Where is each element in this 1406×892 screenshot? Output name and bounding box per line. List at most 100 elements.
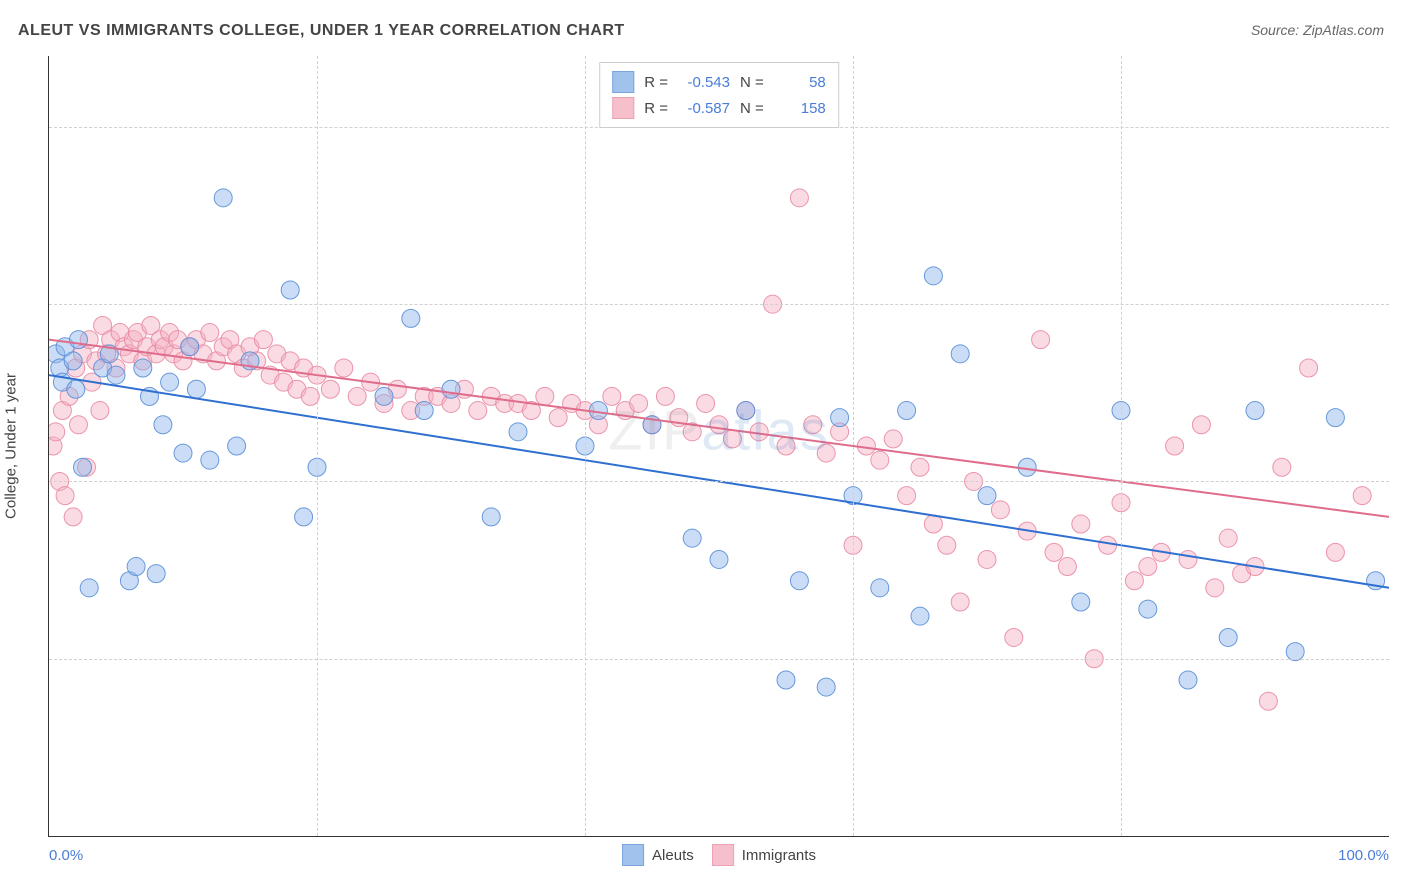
data-point bbox=[978, 550, 996, 568]
data-point bbox=[978, 487, 996, 505]
chart-area: ZIPatlas R = -0.543 N = 58 R = -0.587 N … bbox=[48, 56, 1388, 836]
stats-legend: R = -0.543 N = 58 R = -0.587 N = 158 bbox=[599, 62, 839, 128]
data-point bbox=[1125, 572, 1143, 590]
data-point bbox=[737, 402, 755, 420]
legend-label-immigrants: Immigrants bbox=[742, 847, 816, 864]
data-point bbox=[69, 331, 87, 349]
data-point bbox=[402, 309, 420, 327]
data-point bbox=[710, 416, 728, 434]
data-point bbox=[603, 387, 621, 405]
data-point bbox=[898, 487, 916, 505]
data-point bbox=[710, 550, 728, 568]
scatter-svg bbox=[49, 56, 1389, 836]
grid-line bbox=[49, 304, 1389, 305]
immigrants-n-value: 158 bbox=[774, 100, 826, 117]
data-point bbox=[777, 437, 795, 455]
data-point bbox=[1139, 600, 1157, 618]
data-point bbox=[281, 281, 299, 299]
data-point bbox=[1058, 558, 1076, 576]
data-point bbox=[1300, 359, 1318, 377]
data-point bbox=[64, 508, 82, 526]
immigrants-swatch-icon bbox=[712, 844, 734, 866]
data-point bbox=[201, 451, 219, 469]
data-point bbox=[1219, 529, 1237, 547]
data-point bbox=[1219, 628, 1237, 646]
data-point bbox=[898, 402, 916, 420]
grid-line bbox=[853, 56, 854, 836]
x-tick-label: 0.0% bbox=[49, 847, 83, 864]
stats-row-immigrants: R = -0.587 N = 158 bbox=[612, 95, 826, 121]
data-point bbox=[56, 487, 74, 505]
data-point bbox=[1273, 458, 1291, 476]
series-legend: Aleuts Immigrants bbox=[622, 844, 816, 866]
data-point bbox=[469, 402, 487, 420]
chart-title: ALEUT VS IMMIGRANTS COLLEGE, UNDER 1 YEA… bbox=[18, 22, 625, 40]
data-point bbox=[74, 458, 92, 476]
data-point bbox=[1032, 331, 1050, 349]
data-point bbox=[951, 593, 969, 611]
grid-line bbox=[49, 659, 1389, 660]
data-point bbox=[924, 267, 942, 285]
data-point bbox=[1072, 515, 1090, 533]
legend-item-aleuts: Aleuts bbox=[622, 844, 694, 866]
legend-label-aleuts: Aleuts bbox=[652, 847, 694, 864]
r-label: R = bbox=[644, 74, 668, 91]
data-point bbox=[181, 338, 199, 356]
data-point bbox=[254, 331, 272, 349]
data-point bbox=[777, 671, 795, 689]
grid-line bbox=[49, 481, 1389, 482]
data-point bbox=[1179, 550, 1197, 568]
x-tick-label: 100.0% bbox=[1338, 847, 1389, 864]
data-point bbox=[1072, 593, 1090, 611]
data-point bbox=[549, 409, 567, 427]
data-point bbox=[790, 189, 808, 207]
data-point bbox=[804, 416, 822, 434]
data-point bbox=[817, 444, 835, 462]
data-point bbox=[924, 515, 942, 533]
data-point bbox=[1353, 487, 1371, 505]
aleuts-n-value: 58 bbox=[774, 74, 826, 91]
data-point bbox=[442, 380, 460, 398]
data-point bbox=[951, 345, 969, 363]
data-point bbox=[938, 536, 956, 554]
data-point bbox=[831, 409, 849, 427]
grid-line bbox=[317, 56, 318, 836]
data-point bbox=[1166, 437, 1184, 455]
data-point bbox=[509, 423, 527, 441]
data-point bbox=[174, 444, 192, 462]
data-point bbox=[67, 380, 85, 398]
data-point bbox=[911, 458, 929, 476]
data-point bbox=[375, 387, 393, 405]
trend-line bbox=[49, 340, 1389, 517]
data-point bbox=[107, 366, 125, 384]
data-point bbox=[127, 558, 145, 576]
source-attribution: Source: ZipAtlas.com bbox=[1251, 22, 1384, 38]
data-point bbox=[482, 508, 500, 526]
data-point bbox=[697, 394, 715, 412]
data-point bbox=[871, 451, 889, 469]
data-point bbox=[187, 380, 205, 398]
data-point bbox=[1192, 416, 1210, 434]
data-point bbox=[295, 508, 313, 526]
data-point bbox=[1326, 409, 1344, 427]
data-point bbox=[69, 416, 87, 434]
data-point bbox=[536, 387, 554, 405]
y-axis-label: College, Under 1 year bbox=[3, 373, 20, 519]
data-point bbox=[630, 394, 648, 412]
data-point bbox=[656, 387, 674, 405]
data-point bbox=[64, 352, 82, 370]
y-tick-label: 100.0% bbox=[1399, 118, 1406, 135]
data-point bbox=[1179, 671, 1197, 689]
data-point bbox=[348, 387, 366, 405]
data-point bbox=[1246, 402, 1264, 420]
grid-line bbox=[1121, 56, 1122, 836]
data-point bbox=[80, 579, 98, 597]
data-point bbox=[723, 430, 741, 448]
data-point bbox=[321, 380, 339, 398]
y-tick-label: 50.0% bbox=[1399, 473, 1406, 490]
n-label: N = bbox=[740, 74, 764, 91]
y-tick-label: 25.0% bbox=[1399, 650, 1406, 667]
data-point bbox=[161, 373, 179, 391]
data-point bbox=[201, 324, 219, 342]
data-point bbox=[147, 565, 165, 583]
